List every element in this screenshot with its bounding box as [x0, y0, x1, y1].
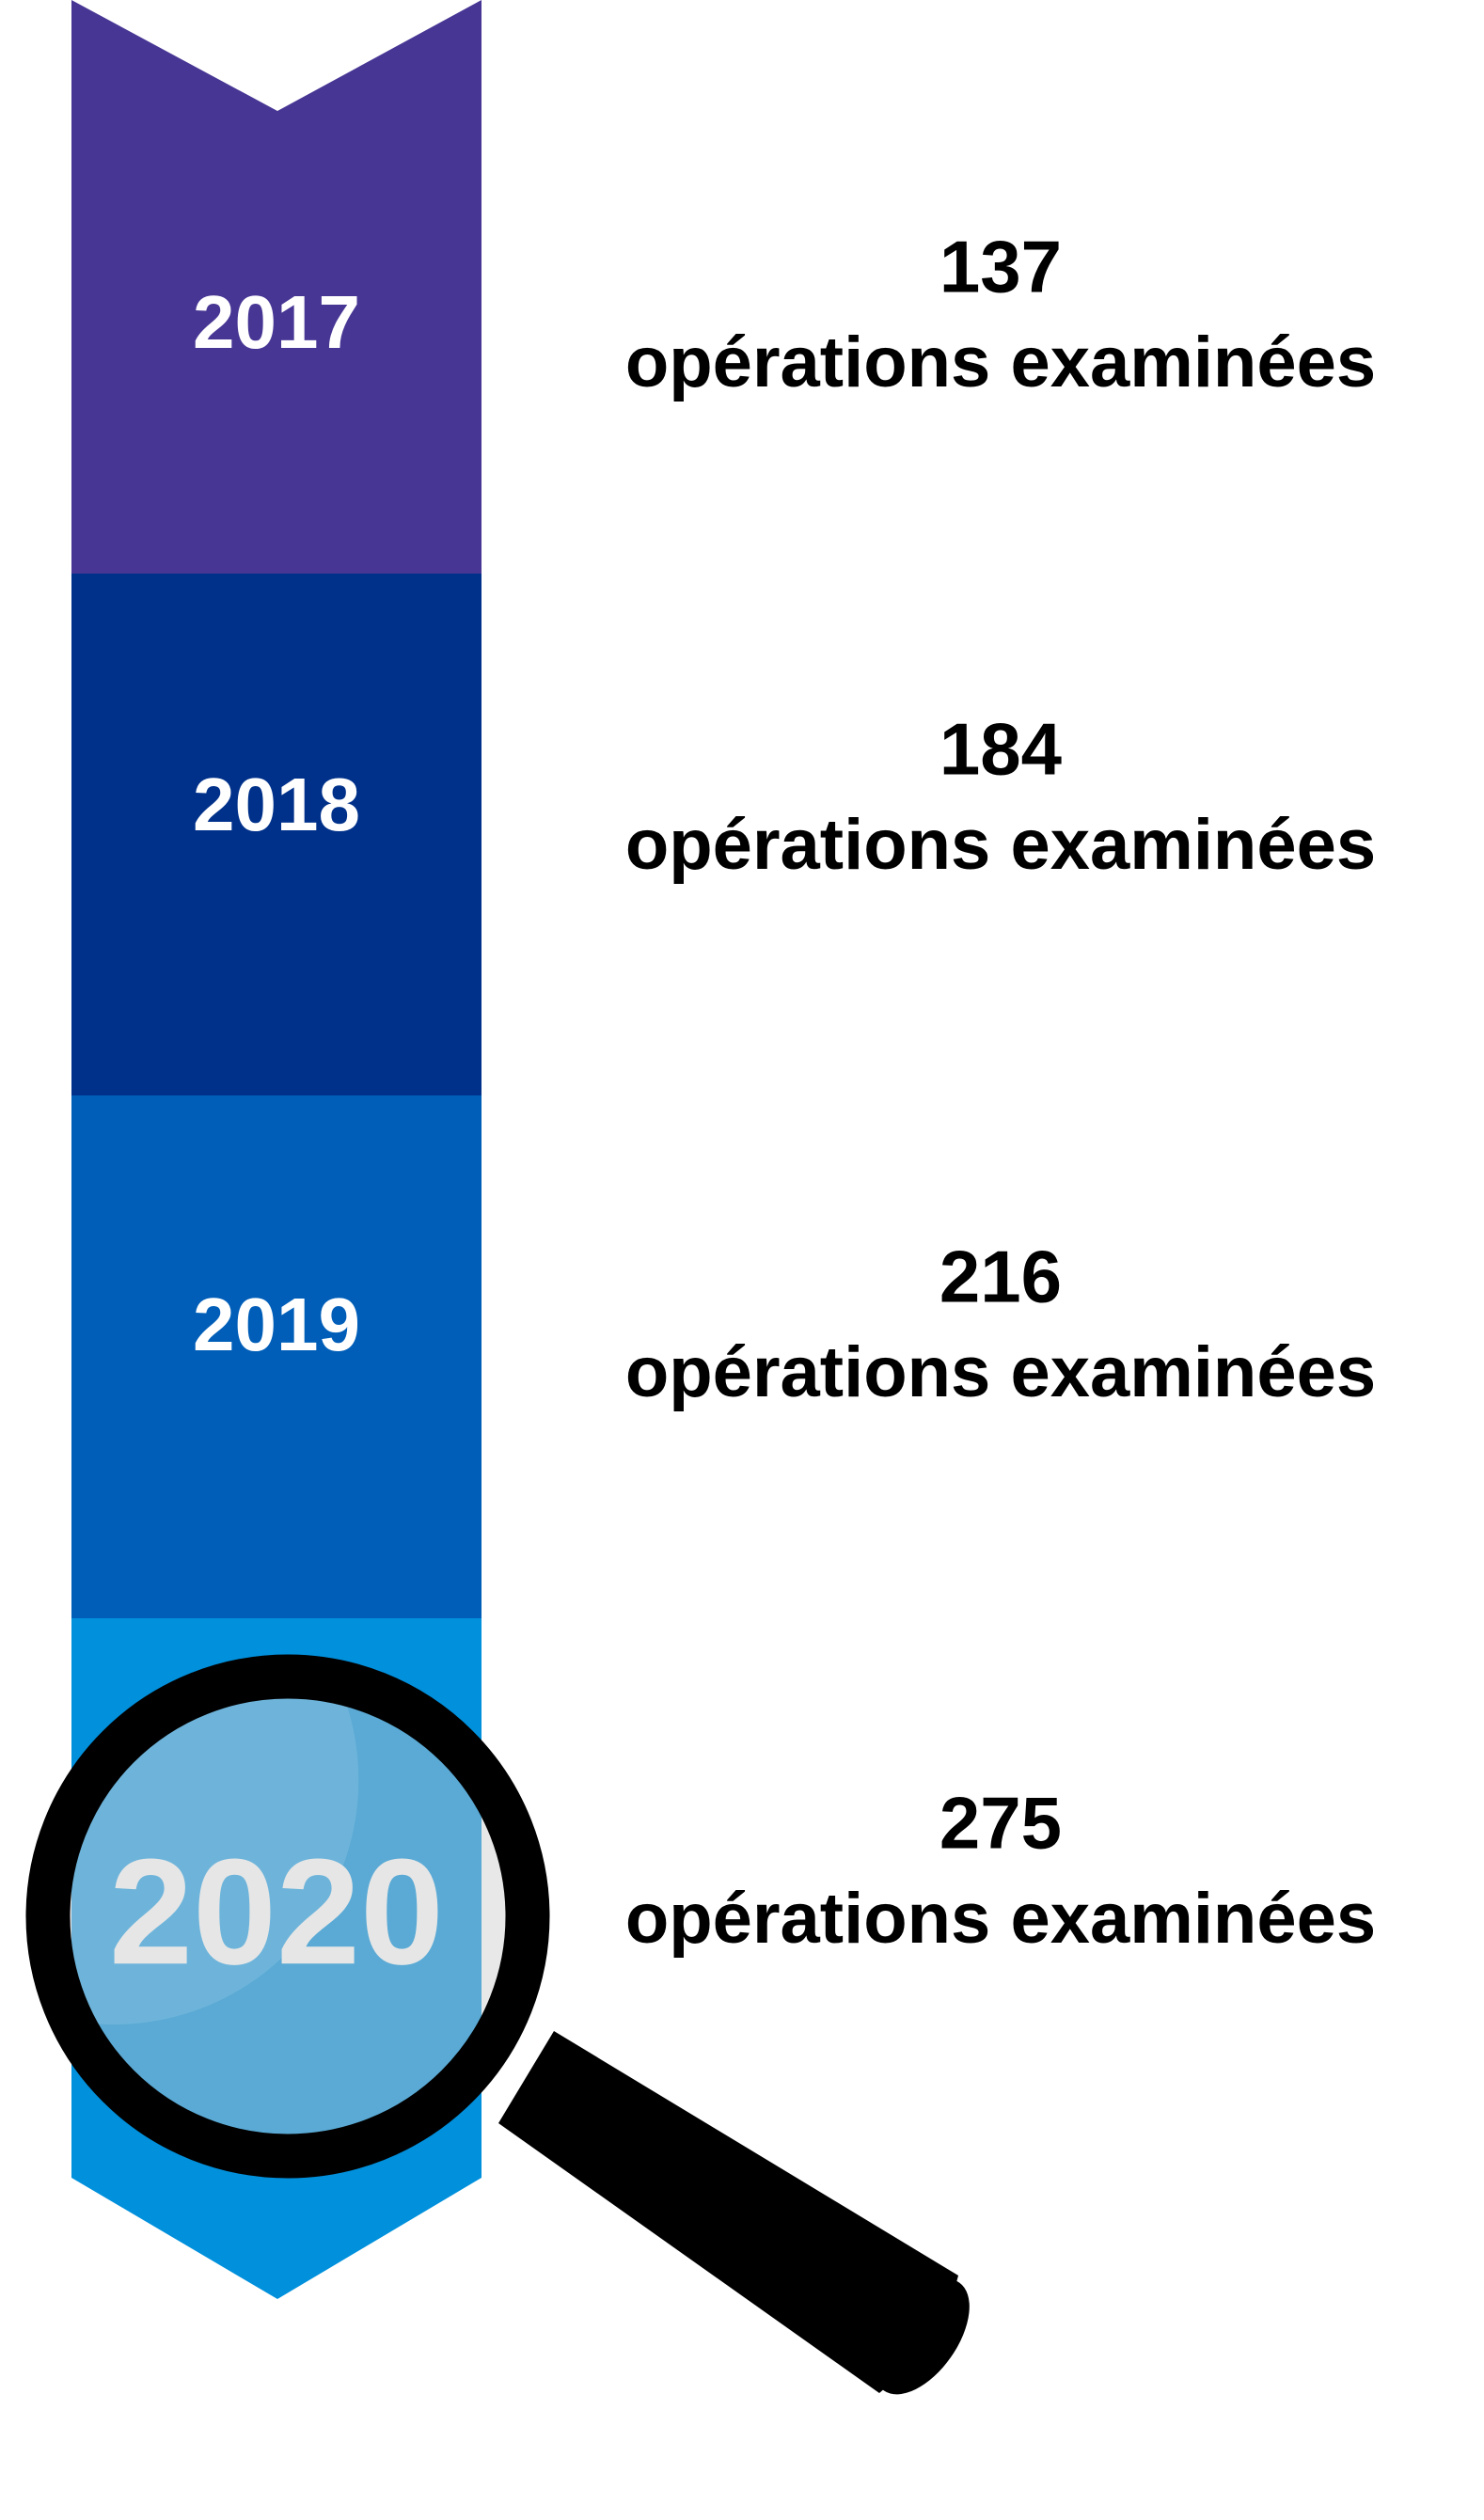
- magnifier-handle: [498, 2031, 958, 2393]
- handle-end: [874, 2278, 970, 2395]
- count-label: opérations examinées: [625, 1332, 1376, 1412]
- count-value: 184: [939, 708, 1062, 791]
- count-label: opérations examinées: [625, 805, 1376, 885]
- count-label: opérations examinées: [625, 1879, 1376, 1959]
- year-label: 2019: [193, 1283, 360, 1366]
- count-value: 216: [939, 1236, 1062, 1318]
- magnifier-ring: [25, 1654, 550, 2179]
- year-label: 2018: [193, 763, 360, 846]
- segment-2019: [71, 1095, 482, 1620]
- segment-2018: [71, 574, 482, 1097]
- count-value: 275: [939, 1782, 1062, 1865]
- year-label: 2020: [109, 1827, 444, 1995]
- segment-2017: [71, 0, 482, 575]
- year-label: 2017: [193, 280, 360, 364]
- count-value: 137: [939, 226, 1062, 308]
- count-label: opérations examinées: [625, 323, 1376, 402]
